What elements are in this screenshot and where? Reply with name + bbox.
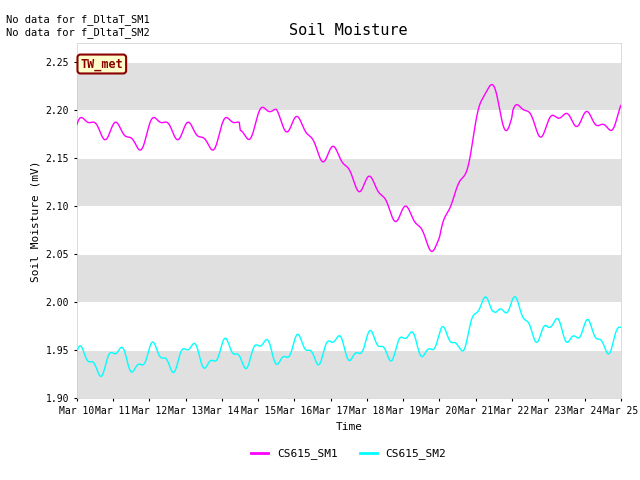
CS615_SM2 — [73, 349, 81, 355]
Bar — [77, 254, 621, 302]
Bar — [77, 158, 621, 206]
Y-axis label: Soil Moisture (mV): Soil Moisture (mV) — [30, 160, 40, 282]
Line: CS615_SM2: CS615_SM2 — [77, 297, 621, 376]
CS615_SM2 — [606, 350, 614, 356]
CS615_SM1 — [73, 122, 81, 128]
CS615_SM1 — [488, 82, 496, 87]
Text: No data for f_DltaT_SM1
No data for f_DltaT_SM2: No data for f_DltaT_SM1 No data for f_Dl… — [6, 14, 150, 38]
CS615_SM2 — [617, 324, 625, 330]
CS615_SM1 — [428, 249, 436, 254]
Legend: CS615_SM1, CS615_SM2: CS615_SM1, CS615_SM2 — [247, 444, 451, 464]
CS615_SM1 — [335, 152, 342, 157]
Title: Soil Moisture: Soil Moisture — [289, 23, 408, 38]
CS615_SM2 — [336, 333, 344, 338]
CS615_SM1 — [606, 127, 614, 133]
Bar — [77, 110, 621, 158]
CS615_SM2 — [511, 294, 519, 300]
CS615_SM1 — [367, 174, 375, 180]
X-axis label: Time: Time — [335, 421, 362, 432]
CS615_SM2 — [97, 373, 104, 379]
Bar — [77, 302, 621, 350]
CS615_SM2 — [521, 317, 529, 323]
CS615_SM1 — [397, 211, 404, 216]
CS615_SM1 — [617, 103, 625, 108]
Bar — [77, 350, 621, 398]
CS615_SM1 — [521, 108, 529, 113]
Text: TW_met: TW_met — [81, 58, 123, 71]
CS615_SM2 — [398, 334, 406, 340]
CS615_SM2 — [332, 336, 340, 342]
CS615_SM1 — [332, 145, 339, 151]
Bar — [77, 62, 621, 110]
Bar — [77, 206, 621, 254]
CS615_SM2 — [369, 330, 376, 336]
Line: CS615_SM1: CS615_SM1 — [77, 84, 621, 252]
